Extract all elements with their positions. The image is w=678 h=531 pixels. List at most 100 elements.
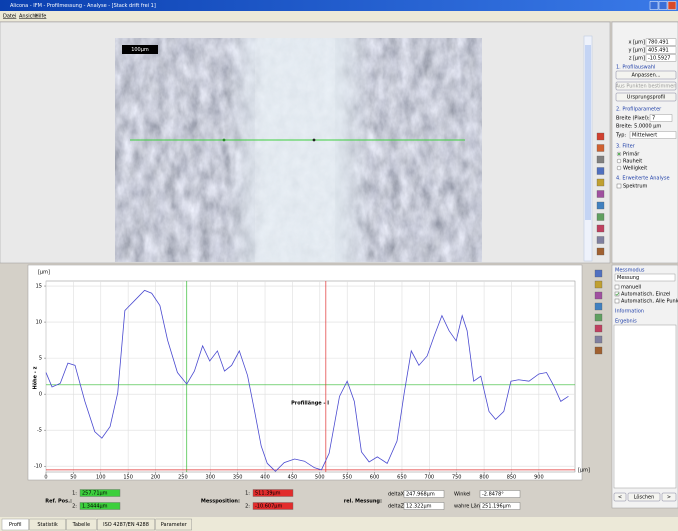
ref-value: 1.3444µm xyxy=(82,504,108,510)
x-tick-label: 300 xyxy=(206,475,216,481)
rel-label: Winkel xyxy=(454,492,471,498)
checkbox[interactable] xyxy=(617,184,621,188)
x-tick-label: 450 xyxy=(288,475,298,481)
app-window: Alicona - IFM - Profilmessung - Analyse … xyxy=(0,0,678,531)
tool-icon[interactable] xyxy=(597,237,604,244)
tool-icon[interactable] xyxy=(597,214,604,221)
rel-value: -2.8478° xyxy=(482,492,504,498)
point-label: 1: xyxy=(245,491,250,497)
menu-item: Hilfe xyxy=(35,14,46,20)
tool-icon[interactable] xyxy=(597,156,604,163)
readout-label: Ref. Pos.: xyxy=(45,499,72,505)
radio-button[interactable] xyxy=(617,159,621,163)
x-tick-label: 350 xyxy=(233,475,243,481)
tab-label: Tabelle xyxy=(72,522,90,528)
point-label: 2: xyxy=(245,504,250,510)
tool-icon[interactable] xyxy=(595,270,602,277)
y-axis-label: Höhe - z xyxy=(33,366,39,389)
tool-icon[interactable] xyxy=(595,325,602,332)
tab-label: Parameter xyxy=(161,522,188,528)
maximize-button[interactable] xyxy=(659,2,667,10)
x-tick-label: 50 xyxy=(70,475,76,481)
readout-label: Messposition: xyxy=(201,499,240,505)
x-tick-label: 650 xyxy=(397,475,407,481)
coord-value: 405.491 xyxy=(648,48,669,54)
profile-point[interactable] xyxy=(313,139,316,142)
x-tick-label: 0 xyxy=(44,475,47,481)
x-tick-label: 900 xyxy=(534,475,544,481)
minimize-button[interactable] xyxy=(650,2,658,10)
section-heading: Information xyxy=(615,309,644,315)
result-box xyxy=(614,325,676,488)
tool-icon[interactable] xyxy=(597,179,604,186)
button-label: < xyxy=(618,495,622,501)
rel-value: 12.322µm xyxy=(406,504,432,510)
menu-bar xyxy=(0,11,678,21)
point-label: 2: xyxy=(72,504,77,510)
section-heading: 2. Profilparameter xyxy=(616,107,662,113)
tool-icon[interactable] xyxy=(597,248,604,255)
checkbox-label: manuell xyxy=(621,285,641,291)
field-value: 7 xyxy=(652,116,655,122)
x-tick-label: 250 xyxy=(178,475,188,481)
button-label: Löschen xyxy=(634,495,655,501)
field-label: Breite: 5.0000 µm xyxy=(616,124,661,130)
window-title: Alicona - IFM - Profilmessung - Analyse … xyxy=(10,3,156,9)
button-label: Ursprungsprofil xyxy=(627,95,665,101)
dropdown-value: Mittelwert xyxy=(632,133,657,139)
checkbox[interactable] xyxy=(615,299,619,303)
field-label: Breite (Pixel): xyxy=(616,116,650,122)
meas-value: -10.607µm xyxy=(255,504,282,510)
tool-icon[interactable] xyxy=(597,145,604,152)
tool-icon[interactable] xyxy=(595,336,602,343)
tool-icon[interactable] xyxy=(597,168,604,175)
y-tick-label: 0 xyxy=(39,392,42,398)
point-label: 1: xyxy=(72,491,77,497)
y-tick-label: 10 xyxy=(36,320,42,326)
profile-point[interactable] xyxy=(223,139,226,142)
section-heading: 3. Filter xyxy=(616,144,636,150)
readout-label: rel. Messung: xyxy=(344,499,382,505)
meas-value: 511.39µm xyxy=(255,491,281,497)
tool-icon[interactable] xyxy=(597,225,604,232)
x-tick-label: 200 xyxy=(151,475,161,481)
x-axis-label: Profillänge - l xyxy=(291,401,329,407)
coord-value: 780.491 xyxy=(648,40,669,46)
tool-icon[interactable] xyxy=(597,191,604,198)
checkbox[interactable] xyxy=(615,285,619,289)
y-tick-label: 5 xyxy=(39,356,42,362)
tool-icon[interactable] xyxy=(595,281,602,288)
menu-item: Datei xyxy=(3,14,16,20)
tool-icon[interactable] xyxy=(597,202,604,209)
y-tick-label: -5 xyxy=(37,428,42,434)
radio-label: Primär xyxy=(623,152,640,158)
scrollbar-thumb[interactable] xyxy=(585,45,591,220)
x-tick-label: 100 xyxy=(96,475,106,481)
tool-icon[interactable] xyxy=(595,303,602,310)
x-tick-label: 800 xyxy=(479,475,489,481)
x-tick-label: 600 xyxy=(370,475,380,481)
rel-label: deltaZ xyxy=(388,504,405,510)
checkbox-label: Spektrum xyxy=(623,184,648,190)
x-tick-label: 400 xyxy=(260,475,270,481)
radio-dot xyxy=(618,153,620,155)
tool-icon[interactable] xyxy=(595,292,602,299)
button-label: Anpassen... xyxy=(631,73,660,79)
tool-icon[interactable] xyxy=(595,314,602,321)
close-button[interactable] xyxy=(668,2,676,10)
button-label: > xyxy=(667,495,671,501)
x-tick-label: 550 xyxy=(342,475,352,481)
checkbox-label: Automatisch, Einzel xyxy=(621,292,670,298)
scale-bar-label: 100µm xyxy=(131,47,149,53)
ref-value: 257.71µm xyxy=(82,491,108,497)
coord-label: z [µm] xyxy=(629,56,645,62)
x-tick-label: 750 xyxy=(452,475,462,481)
radio-label: Welligkeit xyxy=(623,166,647,172)
radio-label: Rauheit xyxy=(623,159,642,165)
tool-icon[interactable] xyxy=(597,133,604,140)
tool-icon[interactable] xyxy=(595,347,602,354)
radio-button[interactable] xyxy=(617,166,621,170)
x-tick-label: 850 xyxy=(507,475,517,481)
section-heading: Messmodus xyxy=(615,268,645,274)
tab-label: Statistik xyxy=(37,522,58,528)
